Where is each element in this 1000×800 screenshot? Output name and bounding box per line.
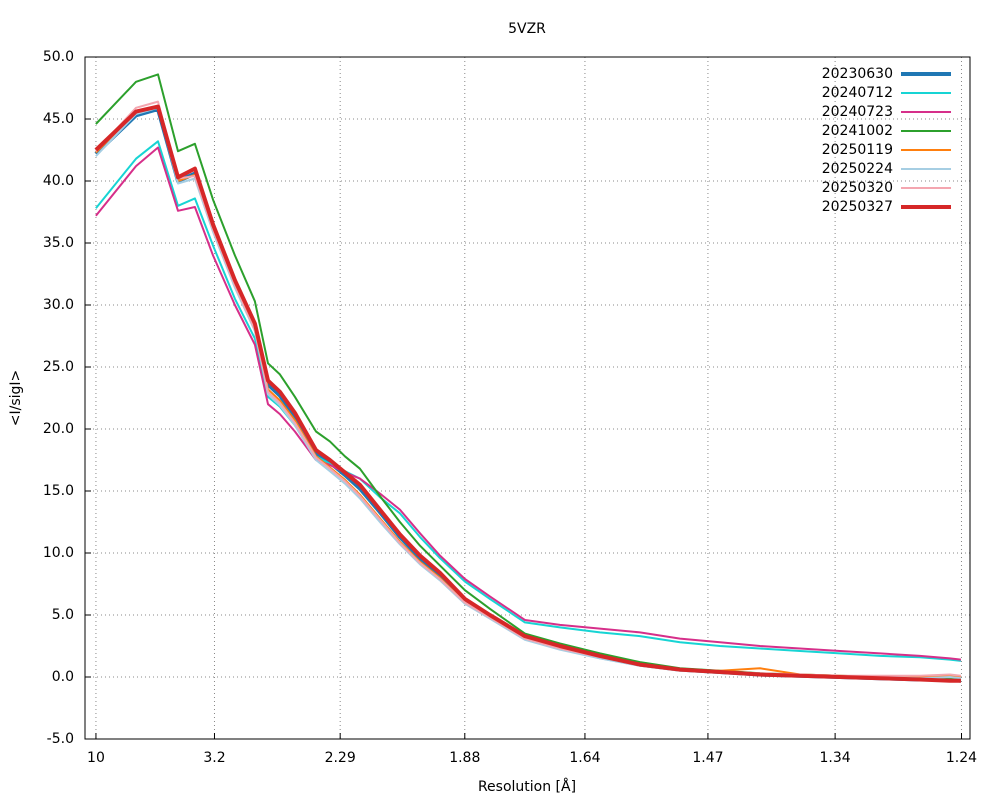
- x-tick-label: 1.88: [449, 750, 480, 766]
- chart-title: 5VZR: [508, 21, 546, 37]
- x-tick-label: 1.34: [820, 750, 851, 766]
- x-tick-label: 10: [87, 750, 105, 766]
- legend-label: 20250327: [822, 199, 893, 215]
- x-tick-label: 1.47: [692, 750, 723, 766]
- y-tick-label: 20.0: [43, 421, 74, 437]
- y-tick-label: 30.0: [43, 297, 74, 313]
- y-axis-label: <I/sigI>: [8, 370, 24, 427]
- y-tick-label: 0.0: [52, 669, 74, 685]
- y-tick-label: -5.0: [47, 731, 74, 747]
- series-line: [95, 140, 962, 662]
- series-line: [94, 104, 961, 683]
- legend-label: 20240712: [822, 85, 893, 101]
- x-axis-label: Resolution [Å]: [478, 778, 576, 795]
- x-tick-label: 1.24: [946, 750, 977, 766]
- plot-frame: [84, 56, 971, 740]
- y-tick-label: 40.0: [43, 173, 74, 189]
- legend-label: 20250320: [822, 180, 893, 196]
- legend-label: 20230630: [822, 66, 893, 82]
- y-tick-label: 35.0: [43, 235, 74, 251]
- legend-label: 20250119: [822, 142, 893, 158]
- series-line: [95, 146, 962, 661]
- y-tick-label: 5.0: [52, 607, 74, 623]
- y-tick-label: 25.0: [43, 359, 74, 375]
- y-tick-label: 45.0: [43, 111, 74, 127]
- x-tick-label: 1.64: [569, 750, 600, 766]
- legend-label: 20241002: [822, 123, 893, 139]
- legend-label: 20250224: [822, 161, 893, 177]
- y-tick-label: 15.0: [43, 483, 74, 499]
- y-tick-label: 50.0: [43, 49, 74, 65]
- y-tick-label: 10.0: [43, 545, 74, 561]
- x-tick-label: 3.2: [203, 750, 225, 766]
- legend-label: 20240723: [822, 104, 893, 120]
- x-tick-label: 2.29: [325, 750, 356, 766]
